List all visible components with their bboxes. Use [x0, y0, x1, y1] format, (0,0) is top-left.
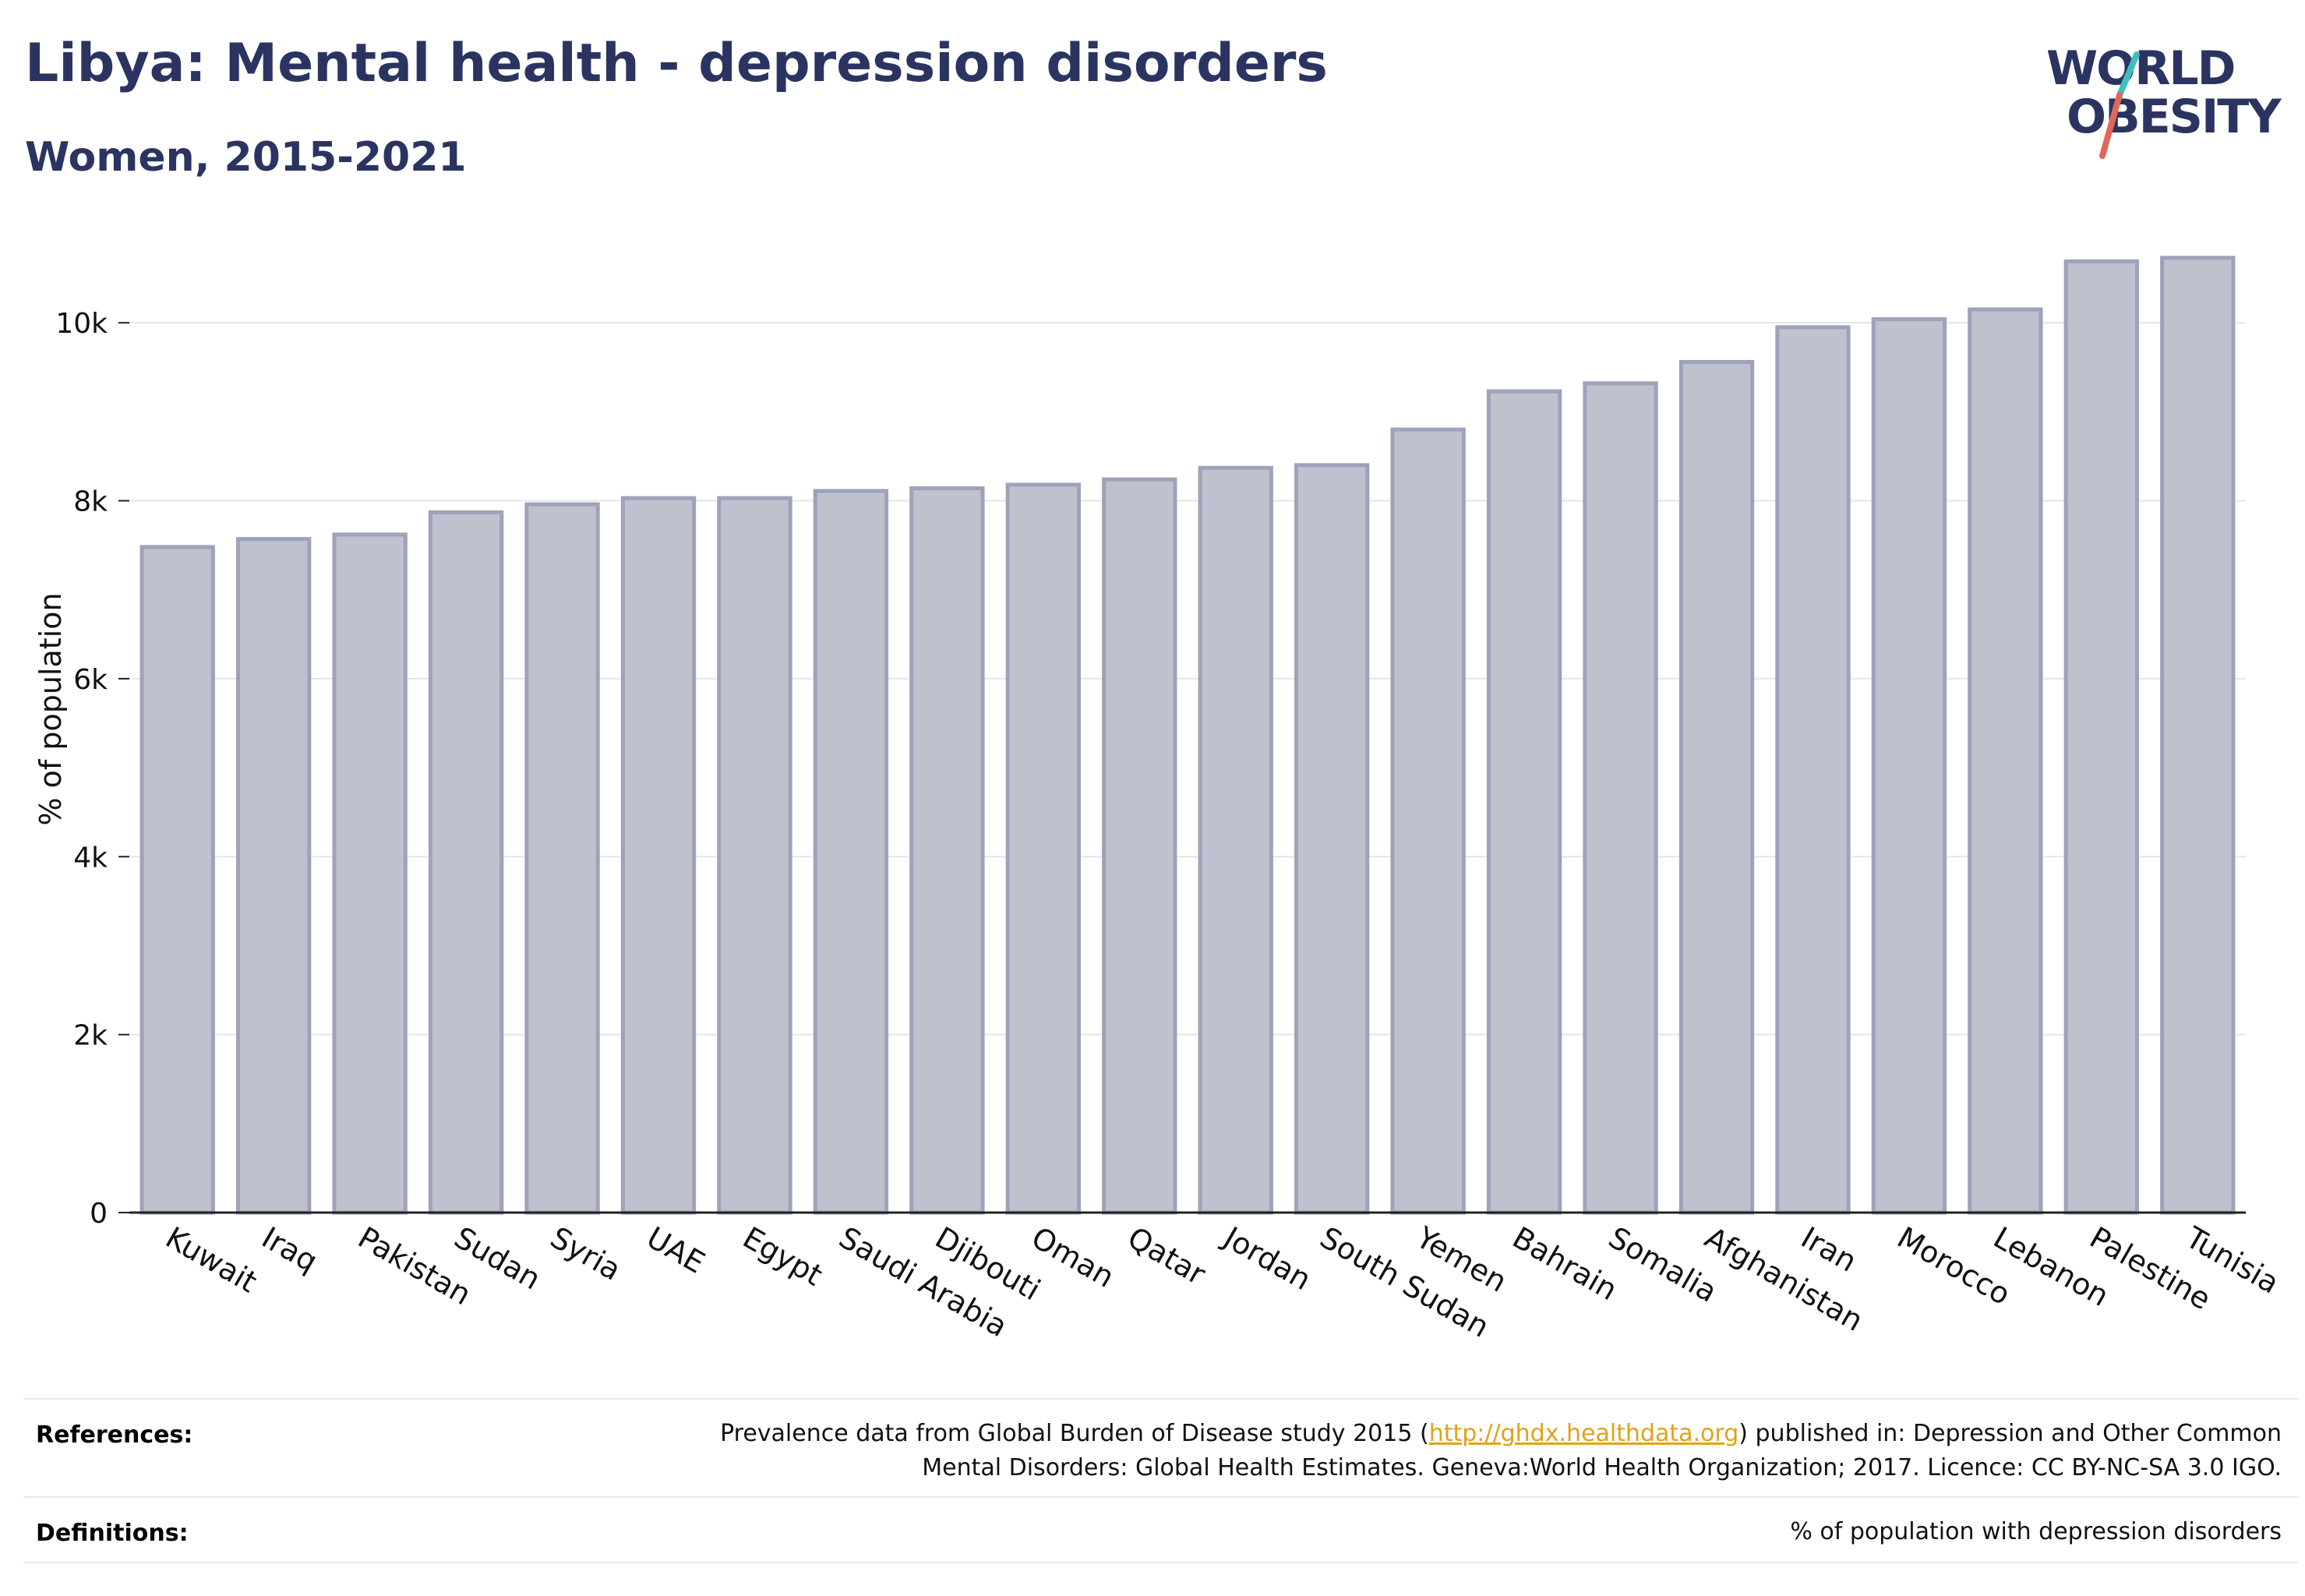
bar-uae: [620, 496, 697, 1215]
bar-yemen: [1390, 427, 1466, 1215]
x-tick-label: Bahrain: [1507, 1220, 1623, 1308]
logo-line-2: OBESITY: [2067, 90, 2282, 144]
y-tick-label: 0: [90, 1198, 108, 1230]
chart-title: Libya: Mental health - depression disord…: [25, 33, 1328, 94]
bars: [139, 256, 2236, 1215]
footer-divider-top: [23, 1398, 2299, 1400]
references-text-part-2: ) published in: Depression and Other Com…: [1738, 1420, 2282, 1447]
bar-morocco: [1871, 317, 1947, 1215]
definitions-label: Definitions:: [36, 1520, 189, 1547]
bar-somalia: [1583, 381, 1658, 1215]
x-tick-label: UAE: [641, 1220, 711, 1280]
bar-saudi-arabia: [813, 489, 889, 1215]
world-obesity-logo: WORLD OBESITY: [2046, 41, 2284, 159]
bar-iraq: [236, 537, 312, 1215]
x-tick-label: Iraq: [256, 1220, 323, 1279]
x-tick-label: Jordan: [1216, 1220, 1316, 1298]
y-tick-label: 8k: [73, 486, 108, 518]
bar-oman: [1005, 482, 1081, 1215]
bar-tunisia: [2160, 256, 2236, 1215]
bar-sudan: [428, 510, 504, 1215]
y-tick-label: 10k: [55, 308, 108, 340]
logo-slash-top: [2116, 51, 2140, 98]
x-tick-label: Qatar: [1122, 1220, 1212, 1292]
bar-djibouti: [909, 486, 985, 1215]
chart-subtitle: Women, 2015-2021: [25, 134, 467, 181]
bar-bahrain: [1486, 389, 1562, 1215]
footer-divider-bottom: [23, 1562, 2299, 1563]
bar-syria: [524, 502, 600, 1215]
footer-divider-middle: [23, 1496, 2299, 1498]
references-label: References:: [36, 1421, 193, 1449]
bar-qatar: [1102, 477, 1177, 1215]
y-tick-label: 6k: [73, 664, 108, 696]
x-tick-label: Kuwait: [160, 1220, 263, 1300]
bar-jordan: [1198, 465, 1273, 1215]
definitions-text: % of population with depression disorder…: [1790, 1518, 2282, 1545]
y-axis-label: % of population: [34, 592, 68, 825]
logo-slash-bottom: [2099, 92, 2123, 159]
x-tick-label: Iran: [1795, 1220, 1862, 1279]
bar-egypt: [717, 496, 792, 1215]
bar-lebanon: [1968, 307, 2043, 1215]
x-tick-label: Somalia: [1603, 1220, 1723, 1309]
bar-afghanistan: [1678, 359, 1755, 1215]
references-text-part-3: Mental Disorders: Global Health Estimate…: [922, 1454, 2282, 1481]
bar-pakistan: [332, 532, 408, 1215]
y-tick-label: 2k: [73, 1020, 108, 1052]
bar-iran: [1775, 325, 1851, 1215]
bar-palestine: [2063, 259, 2139, 1215]
bar-kuwait: [139, 545, 215, 1215]
references-text: Prevalence data from Global Burden of Di…: [720, 1417, 2282, 1485]
references-text-part-1: Prevalence data from Global Burden of Di…: [720, 1420, 1429, 1447]
bar-south-sudan: [1294, 463, 1370, 1215]
references-link[interactable]: http://ghdx.healthdata.org: [1428, 1420, 1739, 1447]
logo-line-1: WORLD: [2046, 41, 2234, 96]
y-tick-label: 4k: [73, 842, 108, 874]
x-tick-label: Egypt: [737, 1220, 828, 1293]
x-tick-label: Syria: [545, 1220, 627, 1287]
